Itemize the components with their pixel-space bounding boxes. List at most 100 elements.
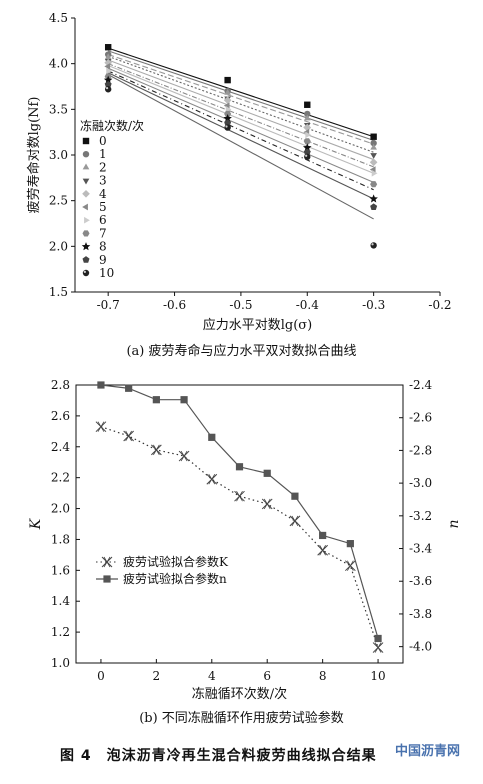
chart-a-legend-marker-2-shape	[82, 163, 90, 170]
chart-a-point-10-highlight	[305, 154, 308, 157]
chart-a-fit-line-6	[107, 64, 374, 174]
chart-a-legend-marker-1	[82, 151, 90, 158]
chart-a-point-5-shape	[223, 102, 230, 110]
chart-a-legend-label-4: 4	[99, 187, 107, 201]
chart-b-series-n-point	[152, 396, 160, 404]
chart-a-x-axis-label: 应力水平对数lg(σ)	[203, 317, 313, 333]
chart-b-series-n-point	[319, 531, 327, 540]
chart-a-y-tick-label: 4.0	[49, 57, 68, 71]
chart-b-series-k-point-d	[125, 430, 132, 442]
chart-a-y-tick-label: 2.5	[49, 194, 68, 208]
chart-a-point-9-shape	[224, 119, 232, 127]
chart-b-series-k-point-d	[347, 560, 354, 571]
chart-a-point-6	[106, 67, 113, 75]
chart-a-point-0	[104, 44, 112, 51]
chart-b-y-left-tick-label: 2.6	[51, 409, 70, 423]
chart-a-x-tick-label: -0.2	[428, 298, 451, 312]
chart-a-point-6	[371, 169, 378, 177]
chart-b-series-n-point	[208, 433, 216, 441]
chart-b-y-left-tick-label: 1.2	[51, 625, 70, 639]
chart-b-y-right-tick-label: -3.4	[409, 542, 433, 556]
chart-b-y-left-tick-label: 2.8	[51, 378, 70, 392]
chart-b-series-n-point	[291, 492, 299, 500]
chart-a-point-5	[104, 63, 111, 70]
chart-b-y-right-tick-label: -3.2	[409, 509, 432, 523]
chart-a-legend-marker-0-shape	[82, 137, 90, 145]
chart-a-y-tick-label: 2.0	[49, 239, 68, 253]
chart-a-point-7	[224, 110, 232, 117]
chart-a-point-10	[104, 86, 112, 93]
chart-a-point-0	[370, 133, 377, 140]
chart-a-legend-label-0: 0	[99, 134, 107, 148]
chart-a-legend-marker-4-shape	[82, 189, 90, 198]
chart-b-series-k-point-d	[153, 444, 160, 456]
chart-b-series-k-point-d	[208, 474, 216, 485]
chart-a-legend-label-6: 6	[99, 213, 107, 227]
chart-a-point-4-shape	[303, 123, 312, 132]
chart-a-legend-marker-0	[82, 137, 90, 145]
chart-a-point-0	[224, 76, 231, 84]
chart-b-x-tick-label: 4	[208, 669, 216, 683]
chart-a-point-2	[224, 89, 231, 95]
chart-b-y-right-tick-label: -3.8	[409, 607, 432, 621]
chart-a-fit-line-9	[107, 72, 374, 200]
chart-a-legend-marker-3	[82, 178, 90, 185]
chart-a-point-2-shape	[303, 114, 311, 121]
chart-a-legend-label-5: 5	[99, 200, 107, 214]
chart-b-y-right-tick-label: -3.0	[409, 476, 432, 490]
chart-a-point-8-shape	[303, 143, 312, 152]
chart-a-point-8	[369, 194, 378, 203]
chart-a-point-8-shape	[223, 113, 232, 123]
chart-b-series-k-point-d	[236, 490, 243, 502]
chart-b-series-n-point	[125, 384, 133, 392]
chart-b-series-k-point-d	[263, 498, 271, 510]
chart-a-point-9-shape	[303, 148, 311, 156]
chart-a-x-tick-label: -0.6	[163, 298, 186, 312]
chart-a-legend-marker-1-shape	[82, 151, 90, 158]
chart-b-series-k-point-d	[97, 421, 105, 432]
chart-a-fit-line-4	[107, 59, 374, 161]
chart-a-point-5-shape	[369, 166, 376, 173]
chart-a-legend-marker-6	[84, 216, 90, 224]
chart-b-y-right-tick-label: -2.4	[409, 378, 433, 392]
chart-a-point-6-shape	[106, 67, 113, 75]
chart-a-legend-marker-4	[82, 189, 90, 198]
chart-a-point-5	[223, 102, 230, 110]
chart-b-y-left-tick-label: 1.6	[51, 563, 70, 577]
figure-title: 图 4 泡沫沥青冷再生混合料疲劳曲线拟合结果	[60, 748, 377, 764]
chart-a-legend-marker-6-shape	[84, 216, 90, 224]
chart-a-point-10	[370, 242, 377, 249]
chart-b-y-left-tick-label: 1.8	[51, 532, 70, 546]
chart-b-x-axis-label: 冻融循环次数/次	[192, 686, 287, 702]
chart-a-point-8-shape	[103, 75, 113, 84]
watermark-logo: 中国沥青网	[395, 744, 461, 759]
chart-b-series-k-point	[234, 490, 245, 502]
chart-a-point-4	[303, 123, 312, 132]
chart-a-point-9	[303, 148, 311, 156]
chart-b-series-k-point-d	[319, 545, 326, 556]
chart-a-point-9-shape	[104, 80, 112, 88]
chart-b-legend-k-marker	[101, 556, 113, 568]
chart-a-legend-marker-8	[81, 242, 91, 251]
chart-b-series-k-point-d	[291, 515, 299, 527]
chart-a-point-10-shape	[104, 86, 112, 93]
chart-a-point-0-shape	[304, 101, 311, 108]
chart-b-legend-n-marker	[103, 575, 111, 583]
chart-a-point-10	[224, 124, 231, 131]
chart-a-legend-label-10: 10	[99, 266, 114, 280]
chart-a-point-2	[303, 114, 311, 121]
chart-a-point-10-highlight	[371, 243, 374, 246]
chart-a-point-0-shape	[224, 76, 231, 84]
chart-a-y-tick-label: 1.5	[49, 285, 68, 299]
chart-a-point-7-shape	[370, 181, 378, 188]
chart-a-point-10-shape	[304, 153, 311, 161]
chart-b-series-k-point	[206, 473, 218, 485]
chart-a-legend-label-7: 7	[99, 226, 107, 240]
chart-b-series-k-point	[261, 498, 273, 510]
chart-a-point-8	[223, 113, 232, 123]
chart-a-y-tick-label: 4.5	[49, 11, 68, 25]
chart-b-series-n-point	[346, 540, 354, 548]
chart-a-point-4-shape	[369, 158, 378, 167]
chart-a-x-tick-label: -0.3	[362, 298, 385, 312]
chart-a-legend-marker-7-shape	[82, 230, 90, 237]
